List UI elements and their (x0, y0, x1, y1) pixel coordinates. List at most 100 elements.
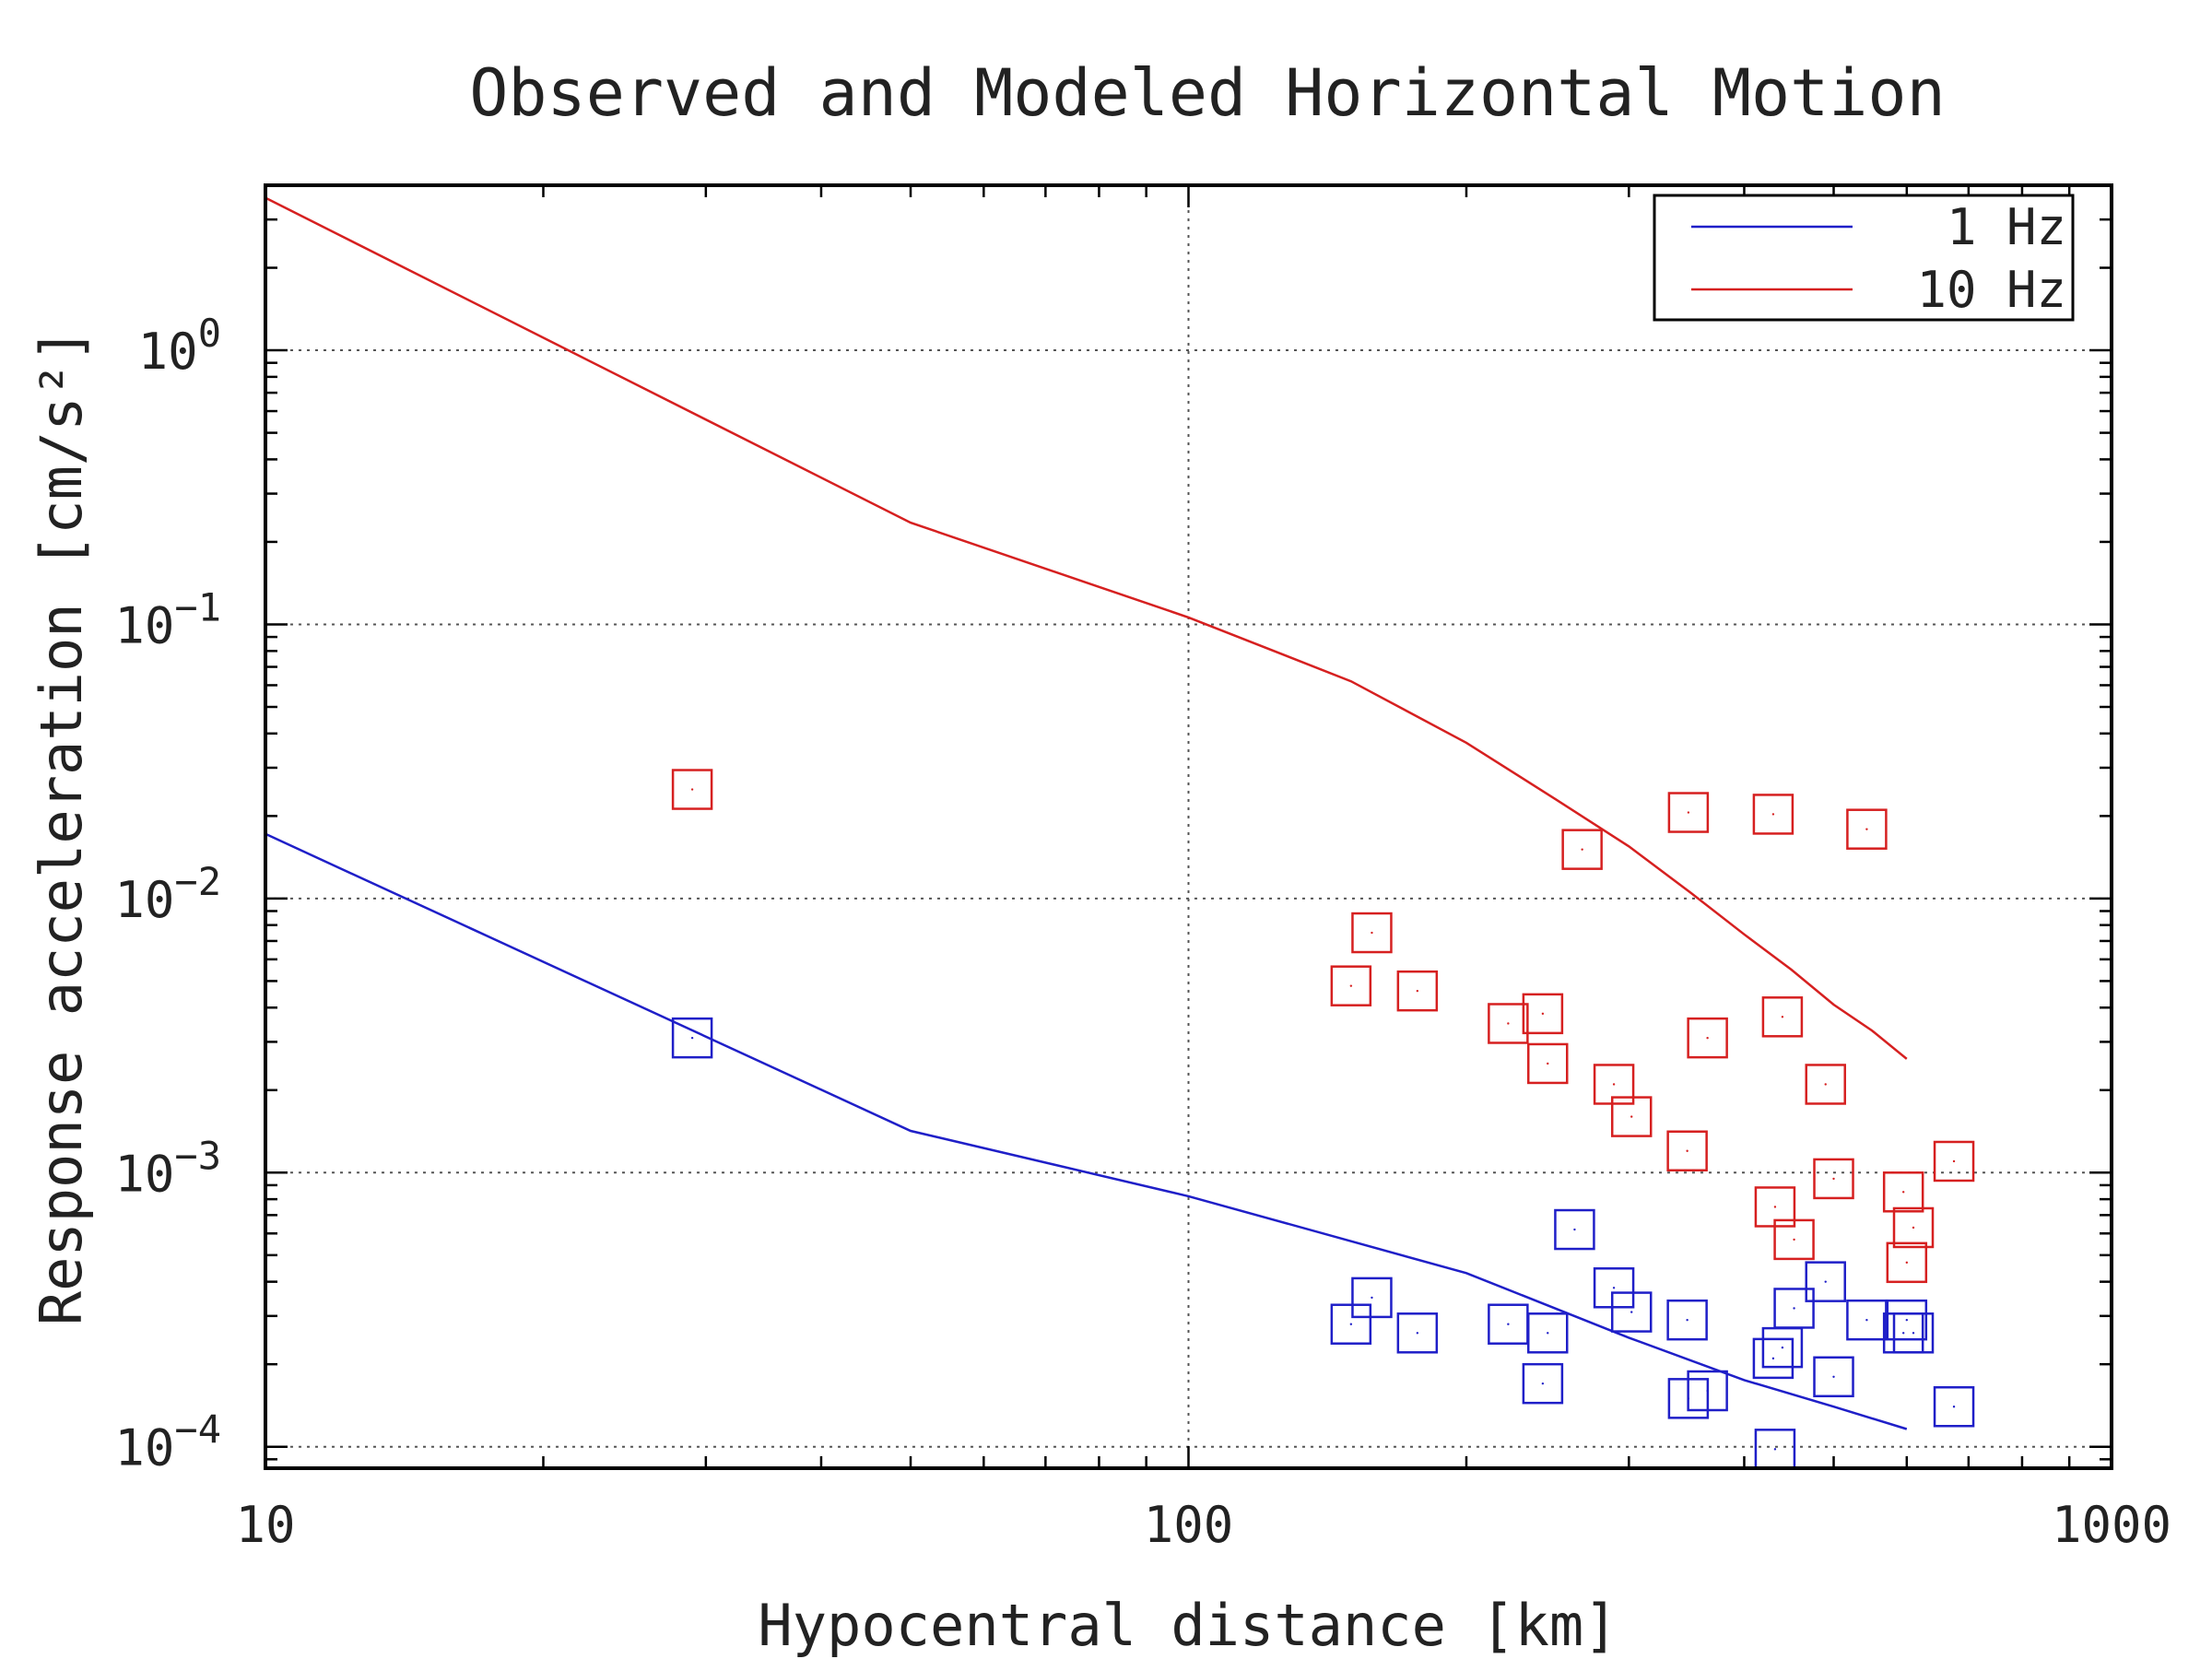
observed-point-10hz (1561, 829, 1603, 870)
observed-point-1hz (1554, 1208, 1595, 1251)
observed-point-10hz (1330, 965, 1372, 1006)
observed-point-center-1hz (1793, 1307, 1795, 1310)
observed-point-center-1hz (1630, 1311, 1633, 1313)
observed-point-center-1hz (1349, 1323, 1353, 1325)
observed-point-center-10hz (1416, 989, 1419, 993)
observed-point-1hz (1396, 1312, 1439, 1354)
observed-point-10hz (1882, 1171, 1924, 1213)
observed-point-1hz (1846, 1299, 1888, 1341)
observed-point-1hz (1351, 1277, 1393, 1319)
observed-point-center-1hz (1507, 1323, 1510, 1325)
model-line-1hz (265, 832, 1908, 1430)
observed-point-center-1hz (1912, 1332, 1915, 1335)
observed-point-10hz (1666, 1130, 1708, 1171)
observed-point-center-10hz (1952, 1159, 1956, 1163)
observed-point-10hz (1933, 1140, 1975, 1182)
observed-point-10hz (1488, 1003, 1529, 1044)
observed-point-center-1hz (1541, 1382, 1545, 1385)
model-line-10hz (265, 196, 1908, 1060)
y-tick-labels: 100 10−1 10−2 10−3 10−4 (114, 311, 221, 1477)
observed-point-10hz (1687, 1017, 1728, 1059)
x-tick-label: 10 (235, 1496, 295, 1554)
observed-point-10hz (1351, 912, 1393, 954)
observed-markers (671, 769, 1975, 1470)
observed-point-center-1hz (1612, 1287, 1616, 1289)
observed-point-10hz (1610, 1096, 1653, 1137)
legend-label-10hz: 10 Hz (1916, 261, 2066, 319)
observed-point-center-1hz (1832, 1375, 1835, 1378)
legend-box (1653, 194, 2075, 322)
observed-point-10hz (671, 769, 713, 810)
observed-point-10hz (1846, 808, 1888, 850)
observed-point-center-10hz (1901, 1191, 1905, 1194)
observed-point-center-10hz (1547, 1062, 1549, 1065)
observed-point-center-10hz (1630, 1115, 1633, 1118)
y-tick-label: 10−3 (114, 1133, 221, 1203)
observed-point-center-1hz (1952, 1406, 1956, 1408)
observed-point-1hz (1526, 1312, 1569, 1354)
observed-point-center-1hz (1901, 1332, 1905, 1335)
observed-point-center-1hz (1865, 1318, 1868, 1322)
observed-point-center-1hz (1686, 1318, 1688, 1322)
observed-point-center-10hz (1371, 931, 1373, 935)
observed-point-center-10hz (1507, 1022, 1510, 1025)
y-tick-label: 10−2 (114, 859, 221, 929)
observed-point-10hz (1892, 1206, 1935, 1249)
x-tick-label: 100 (1144, 1496, 1234, 1554)
plot-frame (264, 183, 2113, 1470)
observed-point-center-10hz (690, 788, 694, 791)
observed-point-1hz (1805, 1261, 1846, 1302)
observed-point-10hz (1752, 794, 1794, 835)
observed-point-center-1hz (1905, 1318, 1909, 1322)
x-axis-label: Hypocentral distance [km] (758, 1592, 1618, 1659)
x-tick-labels: 10 100 1000 (235, 1496, 2171, 1554)
observed-point-10hz (1396, 970, 1439, 1012)
observed-point-center-1hz (1573, 1228, 1576, 1231)
observed-point-10hz (1886, 1241, 1928, 1284)
observed-point-10hz (1667, 792, 1710, 833)
observed-point-center-10hz (1612, 1083, 1616, 1086)
observed-point-center-10hz (1581, 848, 1583, 851)
y-axis-label: Response acceleration [cm/s²] (28, 328, 95, 1326)
observed-point-center-1hz (1706, 1389, 1709, 1393)
observed-point-10hz (1773, 1218, 1815, 1261)
observed-point-center-10hz (1912, 1226, 1915, 1230)
observed-point-center-1hz (1771, 1357, 1775, 1360)
y-tick-label: 10−4 (114, 1407, 221, 1477)
observed-point-center-10hz (1793, 1238, 1795, 1241)
observed-point-1hz (1330, 1303, 1372, 1345)
observed-point-1hz (1773, 1288, 1815, 1329)
observed-point-center-10hz (1865, 828, 1868, 830)
legend-label-1hz: 1 Hz (1947, 198, 2066, 256)
minor-ticks (264, 183, 2113, 1468)
observed-point-center-10hz (1706, 1036, 1709, 1040)
chart-title: Observed and Modeled Horizontal Motion (469, 55, 1945, 131)
observed-point-center-1hz (1547, 1332, 1549, 1335)
observed-point-1hz (1886, 1299, 1928, 1341)
x-tick-label: 1000 (2052, 1496, 2171, 1554)
observed-point-center-10hz (1349, 984, 1353, 987)
observed-point-1hz (1892, 1312, 1935, 1354)
observed-point-center-10hz (1905, 1261, 1909, 1265)
observed-point-1hz (1687, 1370, 1728, 1412)
observed-point-1hz (1593, 1267, 1635, 1309)
observed-point-center-1hz (1416, 1332, 1419, 1335)
observed-point-10hz (1526, 1042, 1569, 1085)
observed-point-center-10hz (1832, 1177, 1835, 1181)
y-tick-label: 100 (138, 311, 221, 381)
observed-point-10hz (1522, 993, 1564, 1035)
observed-point-center-1hz (1371, 1296, 1373, 1300)
observed-point-center-1hz (1824, 1280, 1827, 1283)
model-lines (265, 196, 1908, 1430)
observed-point-center-1hz (690, 1036, 694, 1040)
observed-point-center-10hz (1773, 1206, 1777, 1208)
observed-point-1hz (1610, 1291, 1653, 1333)
observed-point-10hz (1761, 996, 1804, 1038)
legend: 1 Hz 10 Hz (1653, 194, 2075, 322)
observed-point-center-1hz (1781, 1346, 1784, 1349)
observed-point-center-10hz (1687, 811, 1690, 814)
observed-point-10hz (1805, 1064, 1846, 1105)
observed-point-1hz (1933, 1385, 1975, 1428)
observed-point-center-10hz (1824, 1083, 1827, 1086)
